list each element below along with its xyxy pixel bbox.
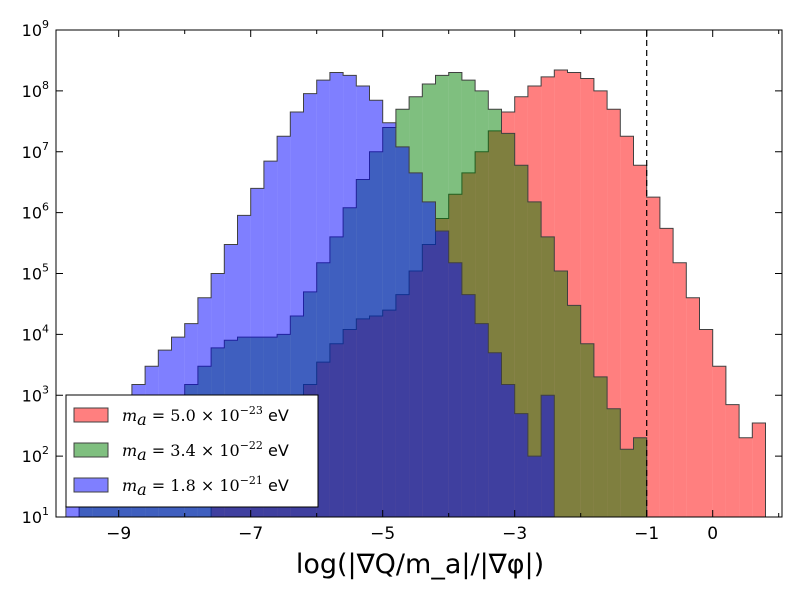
histogram-bar — [316, 80, 330, 517]
legend-label: ma = 1.8 × 10−21 eV — [122, 474, 289, 499]
x-tick-label: −9 — [106, 524, 131, 544]
y-tick-label: 103 — [22, 383, 49, 405]
legend-swatch — [73, 407, 109, 423]
histogram-bar — [65, 506, 80, 517]
histogram-bar — [369, 100, 383, 518]
x-tick-label: −5 — [370, 524, 395, 544]
histogram-bar — [739, 437, 753, 517]
histogram-bar — [580, 343, 594, 517]
histogram-bar — [356, 86, 370, 518]
histogram-bar — [567, 305, 581, 517]
histogram-bar — [633, 437, 647, 517]
histogram-bar — [527, 201, 542, 517]
histogram-bar — [699, 329, 713, 517]
legend-label: ma = 3.4 × 10−22 eV — [122, 439, 289, 464]
histogram-bar — [461, 294, 476, 517]
histogram-bar — [488, 352, 502, 517]
histogram-bar — [659, 228, 674, 517]
histogram-bar — [620, 136, 634, 517]
histogram-bar — [329, 72, 344, 518]
histogram-bar — [593, 376, 608, 517]
histogram-bar — [554, 270, 568, 517]
x-tick-label: 0 — [707, 524, 718, 544]
histogram-bar — [607, 408, 621, 517]
series-3-outline — [65, 72, 555, 517]
histogram-bar — [448, 262, 462, 517]
legend: ma = 5.0 × 10−23 eV ma = 3.4 × 10−22 eV ma… — [65, 394, 319, 508]
y-tick-label: 105 — [22, 262, 49, 284]
histogram-bar — [541, 395, 555, 517]
legend-swatch — [73, 477, 109, 493]
histogram-bar — [752, 423, 766, 517]
histogram-bar — [395, 146, 410, 517]
legend-swatch — [73, 442, 109, 458]
histogram-bar — [633, 165, 647, 517]
x-tick-label: −1 — [634, 524, 659, 544]
legend-label: ma = 5.0 × 10−23 eV — [122, 404, 289, 429]
x-axis-label: log(|∇Q/m_a|/|∇φ|) — [296, 549, 544, 580]
histogram-bar — [712, 366, 726, 517]
histogram-bar — [435, 230, 449, 517]
histogram-bar — [527, 456, 542, 518]
y-tick-label: 102 — [22, 444, 49, 466]
y-tick-label: 106 — [22, 201, 49, 223]
histogram-bar — [686, 297, 700, 517]
histogram-bar — [673, 262, 687, 517]
y-tick-label: 101 — [22, 505, 49, 527]
y-tick-label: 107 — [22, 140, 49, 162]
axis-ticks — [56, 29, 782, 518]
histogram-bar — [382, 122, 396, 518]
histogram-bar — [501, 384, 515, 517]
x-tick-label: −7 — [238, 524, 263, 544]
histogram-bar — [475, 323, 489, 517]
histogram-bar — [343, 75, 357, 517]
y-tick-label: 104 — [22, 322, 49, 344]
histogram-bar — [422, 201, 436, 517]
histogram-bar — [409, 172, 423, 518]
y-tick-label: 108 — [22, 79, 49, 101]
y-tick-label: 109 — [22, 18, 49, 40]
histogram-bar — [514, 413, 528, 517]
y-tick-labels: 101 102 103 104 105 106 107 108 109 — [22, 18, 49, 527]
histogram-bar — [620, 449, 634, 517]
x-tick-labels: −9 −7 −5 −3 −1 0 — [106, 524, 718, 544]
histogram-bar — [725, 404, 740, 517]
histogram-bar — [646, 197, 660, 517]
x-tick-label: −3 — [502, 524, 527, 544]
